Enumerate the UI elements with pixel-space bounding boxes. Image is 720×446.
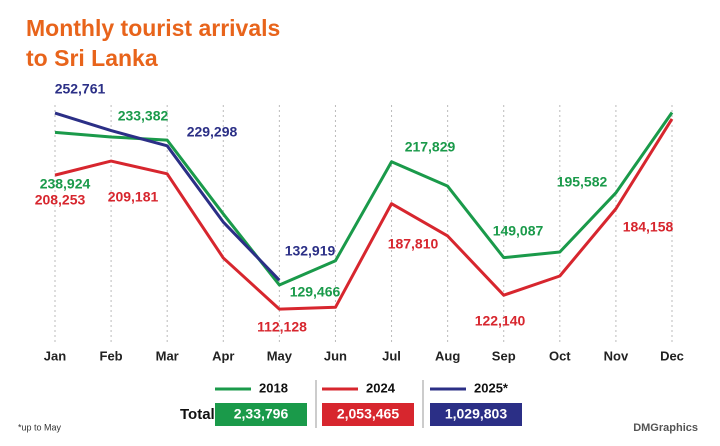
x-tick-label: Mar — [156, 348, 179, 363]
data-label: 209,181 — [108, 189, 159, 205]
legend-label: 2018 — [259, 380, 288, 395]
total-value: 2,33,796 — [234, 406, 289, 422]
data-label: 217,829 — [405, 139, 456, 155]
legend-label: 2024 — [366, 380, 396, 395]
data-label: 229,298 — [187, 124, 238, 140]
total-label: Total — [180, 406, 215, 423]
x-tick-label: May — [267, 348, 293, 363]
x-tick-label: Oct — [549, 348, 571, 363]
credit: DMGraphics — [633, 422, 698, 434]
x-tick-label: Jul — [382, 348, 401, 363]
data-label: 195,582 — [557, 174, 608, 190]
data-label: 233,382 — [118, 108, 169, 124]
series-line — [54, 118, 674, 311]
total-box — [322, 403, 414, 426]
chart-title: Monthly tourist arrivals — [26, 15, 280, 41]
x-tick-label: Feb — [100, 348, 123, 363]
footnote: *up to May — [18, 422, 62, 432]
data-label: 187,810 — [388, 236, 439, 252]
data-label: 129,466 — [290, 284, 341, 300]
x-tick-label: Sep — [492, 348, 516, 363]
legend-label: 2025* — [474, 380, 509, 395]
x-tick-label: Dec — [660, 348, 684, 363]
total-box — [215, 403, 307, 426]
x-tick-label: Jan — [44, 348, 66, 363]
x-tick-label: Apr — [212, 348, 234, 363]
data-label: 184,158 — [623, 219, 674, 235]
data-label: 208,253 — [35, 192, 86, 208]
data-label: 112,128 — [257, 319, 307, 335]
data-label: 122,140 — [475, 313, 526, 329]
data-label: 252,761 — [55, 81, 106, 97]
data-label: 132,919 — [285, 243, 336, 259]
x-tick-label: Aug — [435, 348, 460, 363]
series-line — [54, 111, 281, 282]
total-value: 2,053,465 — [337, 406, 399, 422]
total-box — [430, 403, 522, 426]
data-label: 238,924 — [40, 176, 91, 192]
chart-title: to Sri Lanka — [26, 45, 158, 71]
series-line — [54, 111, 674, 287]
data-label: 149,087 — [493, 223, 544, 239]
x-tick-label: Nov — [604, 348, 629, 363]
x-tick-label: Jun — [324, 348, 347, 363]
total-value: 1,029,803 — [445, 406, 507, 422]
